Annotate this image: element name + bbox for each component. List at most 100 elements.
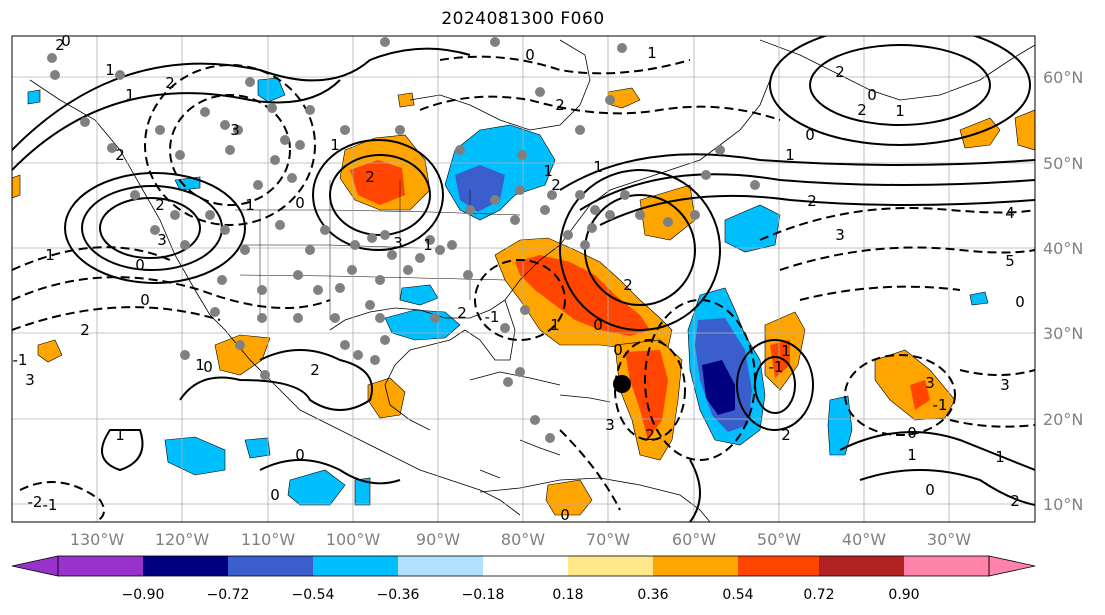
coast-carib-islands: [469, 371, 611, 479]
contour-label: 1: [245, 196, 255, 214]
colorbar-tick: −0.18: [462, 587, 505, 603]
shade-neg-pac2: [287, 469, 346, 506]
lon-label: 80°W: [501, 530, 545, 549]
colorbar-tick: 0.54: [722, 587, 753, 603]
colorbar-bin: [483, 556, 568, 576]
contour-label: 1: [907, 446, 917, 464]
shade-neg-atl-core: [702, 360, 735, 415]
contour-label: 3: [835, 226, 845, 244]
contour-label: 1: [423, 236, 433, 254]
contour-label: 1: [125, 86, 135, 104]
shade-neg-alaska: [257, 77, 286, 103]
coast-greenland: [759, 39, 1035, 101]
contour-label: 2: [1010, 492, 1020, 510]
contour-label: 0: [805, 126, 815, 144]
contour-label: 1: [105, 61, 115, 79]
graticule: [12, 36, 1035, 522]
contour-label: 2: [457, 304, 467, 322]
contour-label: 1: [785, 146, 795, 164]
contour-label: 4: [1005, 204, 1015, 222]
contour-label: 2: [80, 321, 90, 339]
colorbar-bin: [819, 556, 904, 576]
contour-label: 1: [593, 158, 603, 176]
shade-neg-gulf2: [399, 284, 439, 306]
lon-axis: 130°W 120°W 110°W 100°W 90°W 80°W 70°W 6…: [70, 530, 971, 549]
shade-pos-north2: [1014, 109, 1035, 151]
contour-label: 2: [551, 176, 561, 194]
contour-label: 3: [925, 374, 935, 392]
shade-pos-south: [545, 479, 593, 516]
contour-label: -1: [769, 358, 784, 376]
contour-label: 1: [647, 44, 657, 62]
contour-label: 0: [907, 424, 917, 442]
contour-label: 5: [1005, 252, 1015, 270]
colorbar-bin: [568, 556, 653, 576]
shade-neg-pac4: [354, 477, 371, 506]
contour-label: -1: [933, 396, 948, 414]
contour-label: 0: [203, 358, 213, 376]
contour-label: 3: [230, 121, 240, 139]
contour-label: 0: [613, 341, 623, 359]
contour-label: 3: [157, 231, 167, 249]
contour-label: 2: [155, 196, 165, 214]
contour-label: 1: [995, 448, 1005, 466]
colorbar-bin: [653, 556, 738, 576]
lat-label: 10°N: [1043, 495, 1083, 514]
lat-label: 40°N: [1043, 239, 1083, 258]
contour-label: 2: [165, 74, 175, 92]
contour-label: 0: [560, 506, 570, 524]
contour-label: 2: [310, 361, 320, 379]
lat-label: 20°N: [1043, 410, 1083, 429]
colorbar-tick: −0.36: [377, 587, 420, 603]
contour-label: 0: [295, 446, 305, 464]
contour-labels: 01231023210123-10213201-123-101201201210…: [13, 32, 1025, 524]
coastlines: [29, 39, 1035, 522]
colorbar-tick: −0.54: [292, 587, 335, 603]
colorbar-extend-high: [988, 555, 1036, 577]
contour-label: 2: [365, 168, 375, 186]
lon-label: 50°W: [757, 530, 801, 549]
contour-label: 1: [45, 246, 55, 264]
colorbar-bin: [398, 556, 483, 576]
contour-label: 1: [195, 356, 205, 374]
shade-neg-east2: [827, 395, 853, 456]
contour-label: -2: [28, 493, 43, 511]
contour-label: 0: [270, 486, 280, 504]
lat-axis: 60°N 50°N 40°N 30°N 20°N 10°N: [1043, 68, 1083, 514]
contour-label: 1: [781, 342, 791, 360]
contour-label: 0: [295, 194, 305, 212]
lon-label: 70°W: [586, 530, 630, 549]
shade-pos-pacific-w: [37, 339, 63, 363]
lon-label: 120°W: [155, 530, 210, 549]
contour-label: 2: [645, 426, 655, 444]
contour-label: 1: [895, 102, 905, 120]
lat-label: 30°N: [1043, 324, 1083, 343]
colorbar-tick: 0.72: [803, 587, 834, 603]
contour-label: 3: [1000, 376, 1010, 394]
colorbar-frame: [57, 555, 990, 577]
contour-label: 0: [593, 316, 603, 334]
shade-pos-gulf: [367, 377, 406, 419]
contour-label: -1: [485, 308, 500, 326]
shade-pos-eastatl-core: [910, 380, 930, 410]
coast-na-west: [29, 79, 521, 516]
lon-label: 100°W: [326, 530, 381, 549]
map-panel: [12, 36, 1035, 522]
coast-gulf: [329, 299, 516, 431]
contour-label: 0: [867, 86, 877, 104]
chart-title: 2024081300 F060: [441, 9, 605, 29]
contour-label: 3: [25, 371, 35, 389]
colorbar-extend-low: [11, 555, 59, 577]
lat-label: 60°N: [1043, 68, 1083, 87]
contour-label: 2: [781, 426, 791, 444]
shade-neg-northwest: [27, 89, 41, 105]
contour-label: 2: [555, 96, 565, 114]
colorbar-tick: −0.72: [207, 587, 250, 603]
colorbar-bin: [58, 556, 143, 576]
lon-label: 90°W: [416, 530, 460, 549]
colorbar-bin: [904, 556, 989, 576]
contour-label: 2: [857, 101, 867, 119]
shade-pos-hudson: [397, 92, 415, 108]
contour-label: 2: [623, 276, 633, 294]
lon-label: 60°W: [672, 530, 716, 549]
